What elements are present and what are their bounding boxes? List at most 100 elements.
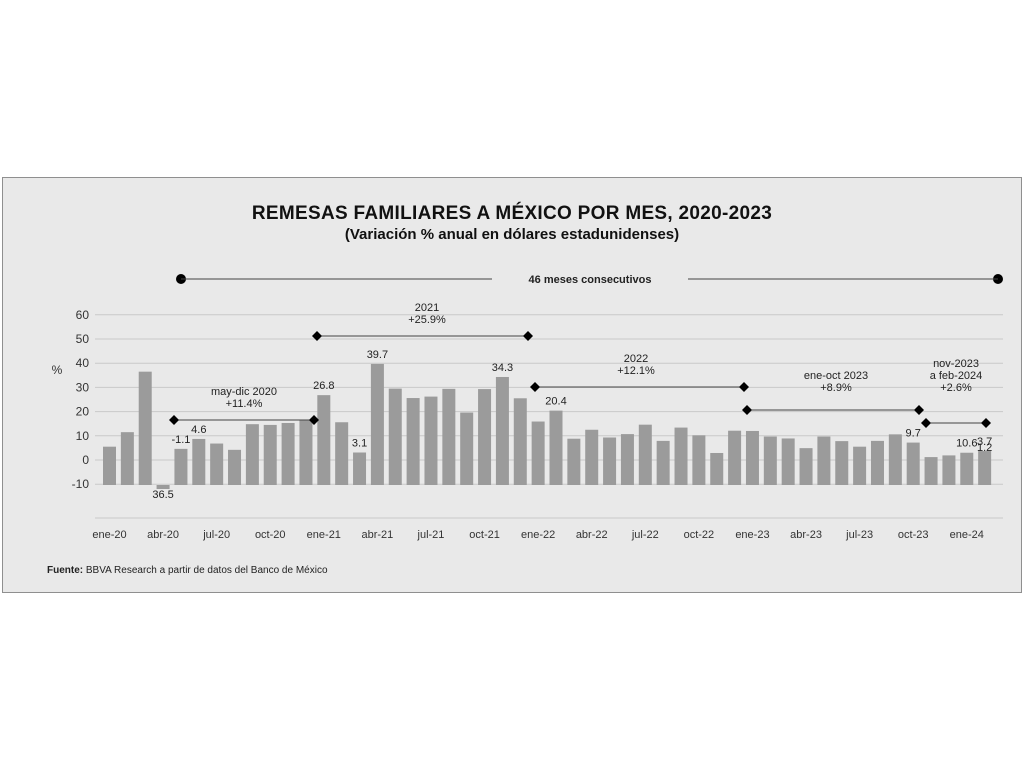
source-label: Fuente: — [47, 565, 84, 576]
x-tick-label: ene-21 — [307, 529, 341, 541]
bracket-end-marker — [523, 331, 533, 341]
annotation-label: +8.9% — [820, 382, 852, 394]
bracket-end-marker — [914, 405, 924, 415]
bar — [263, 424, 277, 485]
bar — [799, 448, 813, 485]
annotation-label: ene-oct 2023 — [804, 370, 868, 382]
x-tick-label: oct-22 — [684, 529, 715, 541]
bracket-end-marker — [530, 382, 540, 392]
bar — [460, 412, 474, 485]
bar — [335, 422, 349, 485]
bar — [317, 395, 331, 485]
annotation-label: +2.6% — [940, 382, 972, 394]
bar — [692, 435, 706, 485]
data-label: 20.4 — [545, 396, 566, 408]
chart-panel — [2, 177, 1022, 593]
bar — [228, 449, 242, 485]
bar — [942, 455, 956, 485]
bracket-end-marker — [981, 418, 991, 428]
bar — [745, 430, 759, 485]
x-tick-label: ene-24 — [950, 529, 984, 541]
x-tick-label: oct-21 — [469, 529, 500, 541]
y-tick-label: 40 — [76, 356, 90, 370]
bar — [245, 424, 259, 485]
chart-source: Fuente: BBVA Research a partir de datos … — [47, 565, 328, 576]
bracket-end-marker — [742, 405, 752, 415]
x-tick-label: ene-22 — [521, 529, 555, 541]
annotation-label: may-dic 2020 — [211, 386, 277, 398]
y-tick-label: 10 — [76, 429, 90, 443]
x-tick-label: jul-20 — [202, 529, 230, 541]
bar — [763, 436, 777, 485]
data-label: 3.7 — [977, 436, 992, 448]
bar — [567, 438, 581, 485]
annotation-label: +25.9% — [408, 314, 446, 326]
bar — [656, 440, 670, 485]
data-label: 36.5 — [152, 489, 173, 501]
y-tick-label: 60 — [76, 308, 90, 322]
x-tick-label: ene-20 — [92, 529, 126, 541]
bar — [174, 448, 188, 485]
bar — [781, 438, 795, 485]
annotation-label: a feb-2024 — [930, 370, 983, 382]
bar — [728, 430, 742, 485]
bar — [549, 410, 563, 485]
bar — [406, 398, 420, 485]
x-tick-label: jul-21 — [417, 529, 445, 541]
y-tick-label: 50 — [76, 332, 90, 346]
bar — [513, 398, 527, 485]
bar — [924, 457, 938, 485]
data-label: -1.1 — [171, 434, 190, 446]
bar — [192, 438, 206, 485]
bar — [638, 424, 652, 485]
bar — [370, 363, 384, 485]
data-label: 26.8 — [313, 380, 334, 392]
y-tick-label: -10 — [72, 477, 90, 491]
bar — [817, 436, 831, 485]
bar — [156, 485, 170, 489]
bar — [620, 434, 634, 485]
bar — [424, 396, 438, 485]
data-label: 39.7 — [367, 349, 388, 361]
bar — [388, 388, 402, 485]
data-label: 1.2 — [977, 442, 992, 454]
bar — [442, 388, 456, 485]
x-tick-label: abr-23 — [790, 529, 822, 541]
annotation-label: 46 meses consecutivos — [529, 274, 652, 286]
annotation-label: 2021 — [415, 302, 439, 314]
bar — [299, 420, 313, 485]
bar — [103, 446, 116, 485]
y-tick-label: 0 — [82, 453, 89, 467]
annotation-label: +11.4% — [226, 398, 263, 410]
bar — [603, 437, 617, 485]
data-label: 9.7 — [906, 428, 921, 440]
data-label: 3.1 — [352, 437, 367, 449]
bar — [906, 442, 920, 485]
y-axis-label: % — [52, 363, 63, 377]
bar — [120, 432, 134, 485]
chart-subtitle: (Variación % anual en dólares estadunide… — [344, 226, 680, 243]
bar — [960, 452, 974, 485]
bar — [870, 440, 884, 485]
bar — [853, 446, 867, 485]
bar — [281, 422, 295, 485]
bar — [710, 452, 724, 485]
bracket-end-marker — [739, 382, 749, 392]
x-tick-label: oct-23 — [898, 529, 929, 541]
bar — [531, 421, 545, 485]
bar — [978, 451, 992, 485]
data-label: 4.6 — [191, 424, 206, 436]
x-tick-label: ene-23 — [735, 529, 769, 541]
data-label: 10.6 — [956, 438, 977, 450]
bar — [478, 389, 492, 485]
x-tick-label: jul-22 — [631, 529, 659, 541]
bracket-end-marker — [309, 415, 319, 425]
bracket-end-marker — [921, 418, 931, 428]
annotation-label: 2022 — [624, 353, 648, 365]
bar — [674, 427, 688, 485]
bar — [835, 441, 849, 485]
bar — [353, 452, 367, 485]
annotation-label: +12.1% — [617, 365, 655, 377]
chart-title: REMESAS FAMILIARES A MÉXICO POR MES, 202… — [251, 203, 773, 224]
